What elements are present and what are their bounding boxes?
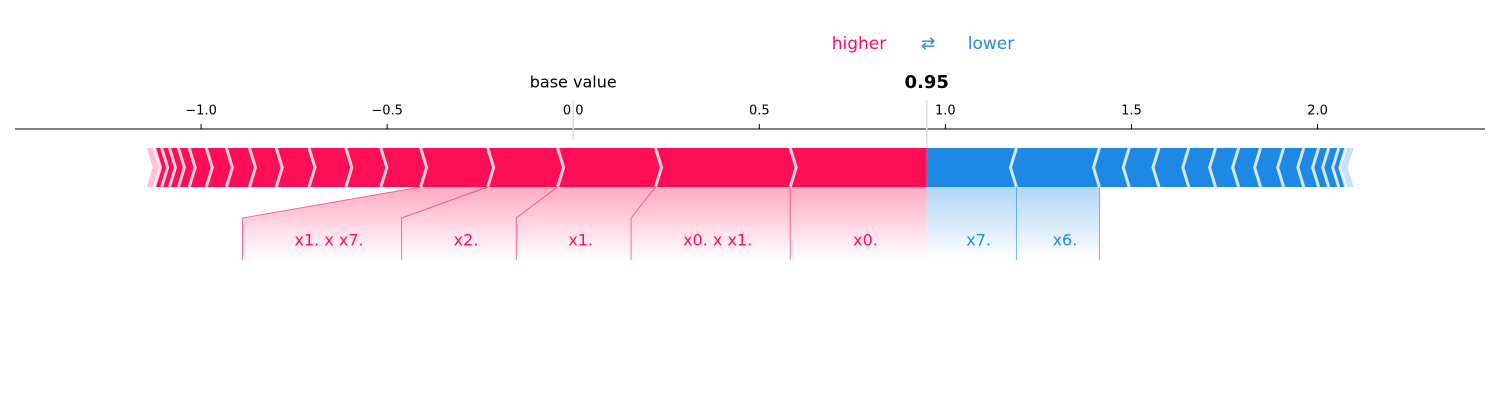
segment-separator	[1331, 147, 1341, 188]
segment-separator	[344, 147, 354, 188]
force-segment	[1277, 148, 1304, 187]
segment-separator	[1321, 147, 1331, 188]
switch-arrow: ⇄	[921, 34, 935, 54]
force-segment	[276, 148, 315, 187]
x-tick-label: −1.0	[185, 104, 217, 119]
force-segment	[1152, 148, 1189, 187]
x-tick-label: 2.0	[1307, 104, 1328, 119]
label-gradient	[1016, 187, 1100, 260]
label-gradient	[631, 187, 791, 260]
force-segment	[420, 148, 494, 187]
segment-separator	[1008, 147, 1018, 188]
force-segment	[926, 148, 1017, 187]
segment-separator	[1338, 147, 1348, 188]
force-segment	[380, 148, 427, 187]
force-segment	[1010, 148, 1100, 187]
x-tick-label: 1.0	[935, 104, 956, 119]
force-segment	[487, 148, 564, 187]
segment-separator	[1276, 147, 1286, 188]
segment-separator	[307, 147, 317, 188]
x-tick-label: 1.5	[1121, 104, 1142, 119]
segment-separator	[1231, 147, 1241, 188]
segment-separator	[224, 147, 234, 188]
force-segment	[1093, 148, 1130, 187]
segment-separator	[204, 147, 214, 188]
segment-separator	[274, 147, 284, 188]
label-gradient	[401, 187, 558, 260]
segment-separator	[486, 147, 496, 188]
force-segment	[1254, 148, 1284, 187]
higher-label: higher	[832, 34, 887, 54]
segment-separator	[419, 147, 429, 188]
segment-separator	[788, 147, 798, 188]
segment-separator	[1091, 147, 1101, 188]
force-segment	[226, 148, 256, 187]
force-segment	[189, 148, 213, 187]
segment-separator	[1253, 147, 1263, 188]
force-segment	[557, 148, 662, 187]
force-segment	[655, 148, 797, 187]
segment-separator	[1181, 147, 1191, 188]
segment-separator	[556, 147, 566, 188]
force-segment	[309, 148, 352, 187]
segment-separator	[153, 147, 163, 188]
label-connector	[242, 186, 421, 260]
segment-separator	[248, 147, 258, 188]
base-value-label: base value	[530, 73, 617, 92]
segment-separator	[379, 147, 389, 188]
force-segment	[1297, 148, 1319, 187]
output-value: 0.95	[905, 72, 949, 93]
segment-separator	[176, 147, 186, 188]
label-gradient	[516, 187, 656, 260]
label-gradient	[242, 187, 488, 260]
x-tick-label: −0.5	[371, 104, 403, 119]
x-tick-label: 0.5	[749, 104, 770, 119]
force-segment	[1182, 148, 1216, 187]
lower-label: lower	[968, 34, 1014, 54]
force-segment	[249, 148, 283, 187]
force-segment	[1209, 148, 1239, 187]
label-gradient	[926, 187, 1017, 260]
segment-separator	[1121, 147, 1131, 188]
force-segment	[1123, 148, 1159, 187]
segment-separator	[1311, 147, 1321, 188]
segment-separator	[187, 147, 197, 188]
force-segment	[206, 148, 233, 187]
label-gradient	[790, 187, 927, 260]
segment-separator	[160, 147, 170, 188]
force-segment	[790, 148, 927, 187]
segment-separator	[1296, 147, 1306, 188]
force-segment	[1232, 148, 1261, 187]
segment-separator	[1207, 147, 1217, 188]
force-segment	[345, 148, 387, 187]
segment-separator	[1151, 147, 1161, 188]
segment-separator	[654, 147, 664, 188]
segment-separator	[168, 147, 178, 188]
